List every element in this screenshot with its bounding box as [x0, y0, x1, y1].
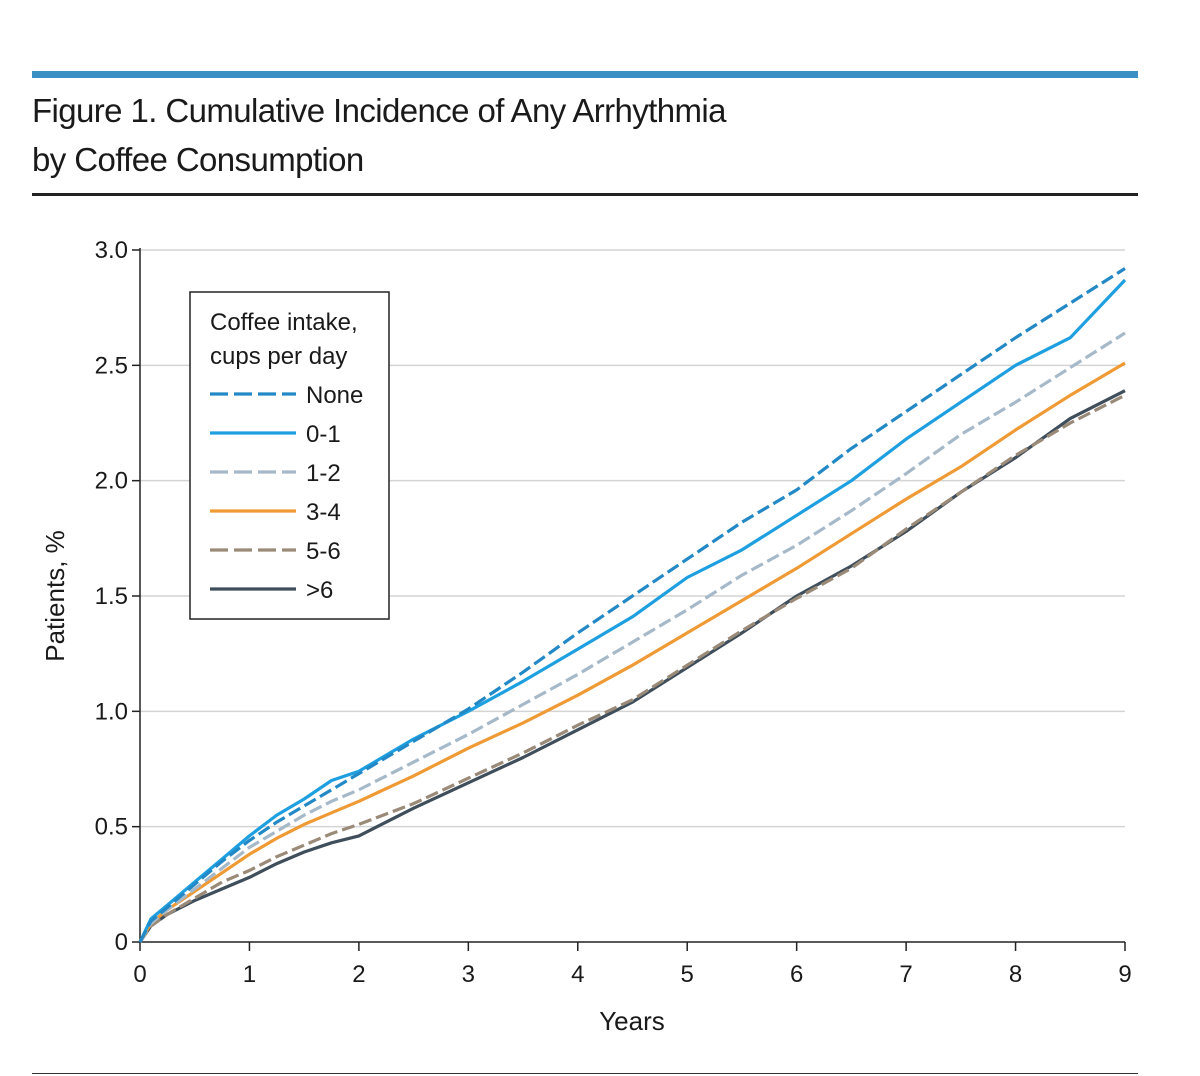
series-lines — [138, 267, 1127, 943]
x-tick-label: 4 — [571, 961, 584, 988]
x-tick-label: 0 — [133, 961, 146, 988]
x-tick-label: 1 — [243, 961, 256, 988]
legend-label-2: 1-2 — [306, 460, 341, 487]
x-tick-label: 9 — [1118, 961, 1131, 988]
title-divider — [32, 193, 1138, 196]
legend-label-5: >6 — [306, 577, 333, 604]
x-tick-label: 8 — [1009, 961, 1022, 988]
x-tick-label: 2 — [352, 961, 365, 988]
series-line-4 — [138, 393, 1126, 943]
y-tick-label: 0 — [115, 929, 128, 956]
x-tick-label: 5 — [681, 961, 694, 988]
y-axis-title: Patients, % — [40, 530, 70, 662]
legend-title-line-2: cups per day — [210, 343, 347, 370]
legend: Coffee intake, cups per day None 0-1 1-2 3-… — [189, 291, 390, 620]
legend-title-line-1: Coffee intake, — [210, 309, 358, 336]
legend-label-4: 5-6 — [306, 538, 341, 565]
legend-label-0: None — [306, 382, 363, 409]
x-tick-label: 3 — [462, 961, 475, 988]
series-line-2 — [138, 331, 1126, 943]
y-tick-label: 1.0 — [95, 698, 128, 725]
y-tick-label: 2.5 — [95, 352, 128, 379]
series-line-3 — [138, 361, 1126, 943]
series-line-0 — [138, 267, 1126, 943]
y-tick-label: 2.0 — [95, 468, 128, 495]
legend-label-3: 3-4 — [306, 499, 341, 526]
x-axis-title: Years — [599, 1006, 665, 1036]
legend-label-1: 0-1 — [306, 421, 341, 448]
x-tick-label: 7 — [899, 961, 912, 988]
figure-title: Figure 1. Cumulative Incidence of Any Ar… — [32, 86, 1032, 184]
y-tick-label: 0.5 — [95, 814, 128, 841]
legend-items: None 0-1 1-2 3-4 5-6 >6 — [210, 382, 363, 604]
y-tick-label: 1.5 — [95, 583, 128, 610]
legend-box — [189, 291, 390, 620]
footer-rule — [32, 1073, 1138, 1074]
header-accent-rule — [32, 71, 1138, 78]
x-tick-label: 6 — [790, 961, 803, 988]
figure-title-line-2: by Coffee Consumption — [32, 141, 364, 178]
y-tick-label: 3.0 — [95, 237, 128, 264]
figure-title-line-1: Figure 1. Cumulative Incidence of Any Ar… — [32, 92, 726, 129]
series-line-1 — [138, 278, 1127, 943]
axis-ticks: 0 0.5 1.0 1.5 2.0 2.5 3.0 0 1 2 3 4 5 6 7 8 9 — [95, 237, 1132, 988]
